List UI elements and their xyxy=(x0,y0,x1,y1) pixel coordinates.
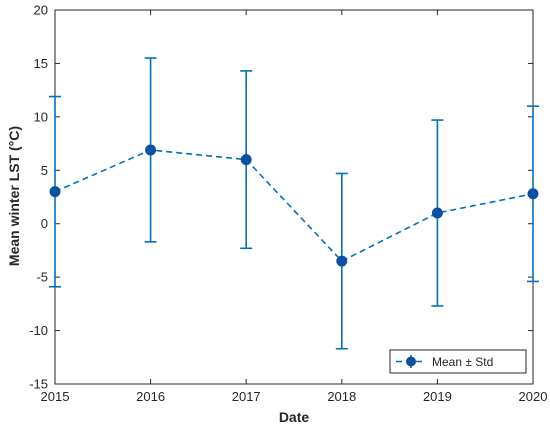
data-point xyxy=(336,255,348,267)
x-tick-label: 2015 xyxy=(41,389,70,404)
legend-marker-sample xyxy=(406,356,416,367)
x-tick-label: 2018 xyxy=(327,389,356,404)
legend: Mean ± Std xyxy=(389,349,527,374)
y-tick-label: -5 xyxy=(36,270,48,285)
series-line xyxy=(54,149,534,263)
y-axis-title: Mean winter LST (°C) xyxy=(6,126,22,266)
plot-area xyxy=(54,9,534,385)
data-point xyxy=(431,207,443,219)
y-tick-label: -15 xyxy=(29,377,48,392)
data-point xyxy=(49,186,61,198)
y-tick-label: 10 xyxy=(34,109,48,124)
x-tick-label: 2019 xyxy=(423,389,452,404)
x-tick-label: 2020 xyxy=(519,389,548,404)
y-tick-label: -10 xyxy=(29,323,48,338)
y-tick-label: 20 xyxy=(34,3,48,18)
data-point xyxy=(240,154,252,166)
x-tick-label: 2016 xyxy=(136,389,165,404)
y-tick-label: 15 xyxy=(34,56,48,71)
legend-label: Mean ± Std xyxy=(432,355,493,369)
y-tick-label: 5 xyxy=(41,163,48,178)
x-axis-title: Date xyxy=(279,409,310,425)
y-tick-label: 0 xyxy=(41,216,48,231)
legend-box xyxy=(389,349,527,374)
x-tick-label: 2017 xyxy=(232,389,261,404)
data-point xyxy=(527,188,539,200)
data-point xyxy=(145,144,157,156)
